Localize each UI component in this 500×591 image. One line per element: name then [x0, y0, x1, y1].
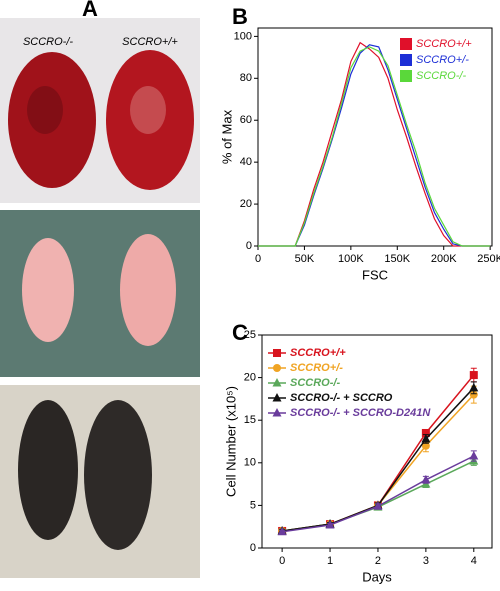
legend-label: SCCRO-/- + SCCRO-D241N — [290, 407, 431, 419]
marker — [469, 390, 478, 399]
legend-label: SCCRO-/- — [416, 70, 466, 82]
marker — [469, 450, 479, 460]
legend-swatch — [400, 38, 412, 50]
y-tick-label: 80 — [240, 72, 252, 84]
marker — [469, 382, 479, 392]
embryo-detail — [27, 86, 63, 134]
marker — [421, 441, 430, 450]
photo-label: SCCRO+/+ — [122, 36, 178, 48]
x-tick-label: 200K — [431, 253, 457, 265]
pup — [120, 234, 176, 346]
x-tick-label: 0 — [279, 555, 285, 567]
x-tick-label: 100K — [338, 253, 364, 265]
y-tick-label: 60 — [240, 114, 252, 126]
x-tick-label: 0 — [255, 253, 261, 265]
panel-label: A — [82, 0, 98, 21]
legend-label: SCCRO+/- — [416, 54, 469, 66]
legend-label: SCCRO+/- — [290, 362, 343, 374]
series-line — [282, 460, 475, 532]
y-tick-label: 25 — [244, 329, 256, 341]
photo-label: SCCRO-/- — [23, 36, 73, 48]
marker — [469, 371, 478, 380]
y-tick-label: 0 — [246, 240, 252, 252]
series-line — [258, 46, 491, 247]
legend-marker — [272, 408, 282, 417]
series-line — [282, 455, 475, 533]
legend-label: SCCRO-/- — [290, 377, 340, 389]
x-tick-label: 3 — [423, 555, 429, 567]
panel-label: B — [232, 4, 248, 29]
legend-swatch — [400, 54, 412, 66]
x-axis-title: FSC — [362, 267, 388, 282]
y-tick-label: 0 — [250, 542, 256, 554]
x-tick-label: 4 — [471, 555, 477, 567]
mouse — [18, 400, 78, 540]
legend-marker — [272, 378, 282, 387]
marker — [421, 474, 431, 484]
legend-marker — [273, 349, 281, 357]
y-tick-label: 15 — [244, 414, 256, 426]
y-tick-label: 5 — [250, 499, 256, 511]
y-axis-title: Cell Number (x10⁵) — [223, 386, 238, 497]
marker — [421, 433, 431, 443]
marker — [277, 526, 287, 536]
x-tick-label: 50K — [295, 253, 315, 265]
pup — [22, 238, 74, 342]
legend-label: SCCRO-/- + SCCRO — [290, 392, 393, 404]
y-tick-label: 10 — [244, 457, 256, 469]
y-tick-label: 20 — [244, 372, 256, 384]
plot-frame — [257, 27, 493, 247]
legend-swatch — [400, 70, 412, 82]
embryo-detail — [130, 86, 166, 134]
marker — [373, 501, 383, 510]
y-tick-label: 100 — [234, 30, 252, 42]
legend-label: SCCRO+/+ — [290, 347, 346, 359]
legend-marker — [273, 364, 281, 372]
marker — [325, 519, 335, 529]
x-axis-title: Days — [362, 569, 392, 584]
mouse — [84, 400, 152, 550]
x-tick-label: 2 — [375, 555, 381, 567]
legend-label: SCCRO+/+ — [416, 38, 472, 50]
plot-frame — [261, 334, 493, 549]
x-tick-label: 150K — [384, 253, 410, 265]
legend-marker — [272, 393, 282, 402]
panel-label: C — [232, 320, 248, 345]
x-tick-label: 250K — [477, 253, 500, 265]
marker — [421, 428, 430, 437]
y-tick-label: 20 — [240, 198, 252, 210]
y-tick-label: 40 — [240, 156, 252, 168]
x-tick-label: 1 — [327, 555, 333, 567]
y-axis-title: % of Max — [219, 109, 234, 164]
